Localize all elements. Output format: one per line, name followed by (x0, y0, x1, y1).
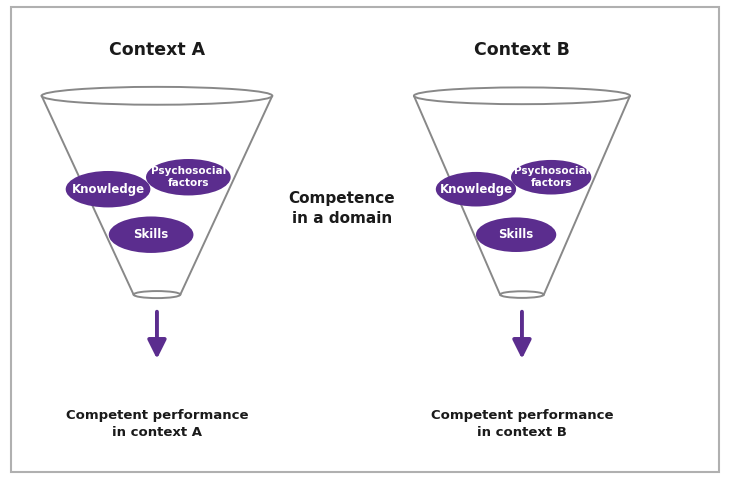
Ellipse shape (414, 88, 630, 104)
Text: Skills: Skills (499, 228, 534, 241)
Ellipse shape (436, 172, 516, 206)
Text: Psychosocial
factors: Psychosocial factors (513, 166, 589, 188)
Text: Skills: Skills (134, 228, 169, 241)
Text: Competence
in a domain: Competence in a domain (288, 191, 395, 226)
Text: Competent performance
in context B: Competent performance in context B (431, 409, 613, 439)
Text: Context A: Context A (109, 41, 205, 59)
Polygon shape (42, 87, 272, 297)
Ellipse shape (134, 291, 180, 298)
Ellipse shape (66, 171, 150, 207)
Ellipse shape (146, 159, 231, 195)
Ellipse shape (42, 87, 272, 105)
Polygon shape (414, 88, 630, 296)
Ellipse shape (109, 217, 193, 253)
Ellipse shape (500, 291, 544, 298)
Text: Context B: Context B (474, 41, 570, 59)
Text: Knowledge: Knowledge (439, 182, 512, 196)
Text: Competent performance
in context A: Competent performance in context A (66, 409, 248, 439)
Text: Psychosocial
factors: Psychosocial factors (150, 166, 226, 188)
Text: Knowledge: Knowledge (72, 182, 145, 196)
Ellipse shape (511, 160, 591, 194)
FancyBboxPatch shape (11, 7, 719, 472)
Ellipse shape (476, 217, 556, 252)
